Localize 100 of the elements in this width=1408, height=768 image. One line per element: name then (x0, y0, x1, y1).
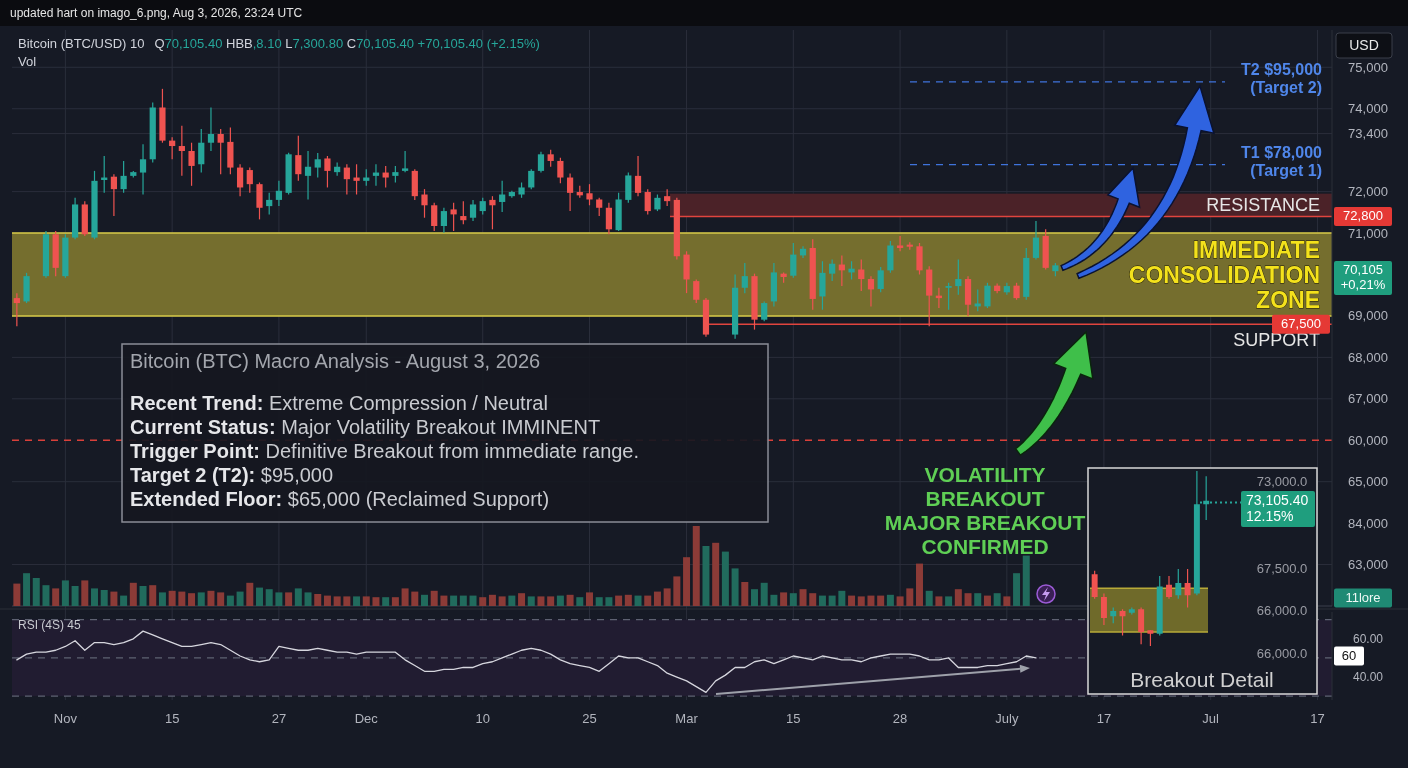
bar (129, 582, 137, 606)
candlestick (790, 242, 797, 279)
bar (149, 585, 157, 606)
bar (576, 597, 584, 606)
annotation: Current Status: Major Volatility Breakout IMMINENT (130, 416, 601, 438)
candlestick (1032, 220, 1040, 261)
x-tick-label: 28 (892, 711, 908, 726)
bar (857, 596, 865, 606)
bar (488, 594, 496, 606)
candlestick (955, 258, 962, 296)
y-tick-label: 60.00 (1352, 631, 1384, 646)
candlestick (557, 157, 564, 184)
candlestick (353, 163, 360, 196)
candlestick (324, 155, 331, 189)
y-tick-label: 63,000 (1348, 557, 1388, 573)
bar (741, 582, 749, 606)
x-tick-label: 27 (271, 711, 287, 726)
candlestick (207, 106, 215, 152)
bar (954, 589, 962, 606)
bar (285, 592, 293, 606)
bar (721, 551, 729, 606)
candlestick (469, 199, 477, 222)
y-tick-label: 72,000 (1348, 184, 1388, 200)
candlestick (867, 275, 875, 307)
annotation: 66,000.0 (1256, 645, 1308, 661)
candlestick (460, 200, 467, 225)
text: Bitcoin (BTC/USD) 10 (18, 36, 145, 51)
text: 60 (1341, 647, 1357, 663)
candlestick (236, 163, 244, 197)
bar (828, 595, 836, 606)
bar (158, 592, 166, 606)
bar (1013, 573, 1021, 606)
chart-title: Vol (18, 54, 37, 69)
text: 72,800 (1343, 207, 1383, 223)
ref-line-label: RESISTANCE (1206, 195, 1320, 216)
bar (362, 596, 370, 606)
x-tick-label: Jul (1202, 711, 1220, 726)
bar (537, 596, 545, 606)
bar (916, 563, 923, 606)
candlestick (343, 163, 350, 196)
candlestick (566, 172, 574, 212)
bar (246, 582, 254, 606)
candlestick (858, 258, 865, 292)
annotation: Recent Trend: Extreme Compression / Neutral (130, 392, 548, 414)
text: 84,000 (1348, 515, 1388, 531)
candlestick (120, 160, 127, 194)
candlestick (741, 262, 748, 294)
y-tick-label: 75,000 (1348, 59, 1388, 75)
x-tick-label: 15 (164, 711, 180, 726)
bar (624, 594, 632, 606)
candlestick (761, 300, 768, 322)
bar (848, 595, 856, 606)
candlestick (178, 125, 185, 177)
bar (935, 596, 943, 606)
bar (61, 580, 69, 606)
candlestick (275, 180, 283, 207)
y-tick-label: 40.00 (1352, 670, 1384, 685)
bar (653, 591, 661, 606)
bar (91, 588, 98, 606)
candlestick (1138, 606, 1145, 645)
y-tick-label: 67,000 (1348, 391, 1388, 407)
x-tick-label: Mar (675, 711, 699, 726)
bar (42, 585, 50, 606)
y-tick-label: 69,000 (1348, 308, 1388, 324)
bar (673, 576, 681, 606)
x-tick-label: 17 (1096, 711, 1112, 726)
candlestick (256, 181, 263, 220)
bar (508, 595, 516, 606)
candlestick (596, 197, 603, 217)
bar (644, 595, 652, 606)
annotation: 73,105.40 12.15% (1246, 492, 1309, 524)
candlestick (110, 173, 118, 217)
bar (256, 587, 263, 606)
bar (595, 597, 603, 606)
bar (120, 595, 128, 606)
annotation: Trigger Point: Definitive Breakout from immediate range. (130, 440, 640, 462)
candlestick (605, 202, 613, 235)
bar (226, 595, 234, 606)
candlestick (537, 151, 545, 174)
bar (450, 595, 458, 606)
candlestick (984, 282, 991, 309)
bar (780, 592, 788, 606)
x-tick-label: 17 (1310, 711, 1325, 726)
candlestick (431, 202, 438, 232)
bar (188, 593, 196, 606)
ref-line-label: T1 $78,000 (Target 1) (1241, 143, 1323, 179)
y-tick-label: 71,000 (1348, 225, 1388, 241)
bar (178, 591, 186, 606)
bar (421, 594, 428, 606)
annotation: 67,500.0 (1256, 560, 1308, 576)
bar (13, 583, 21, 606)
bar (518, 593, 526, 606)
candlestick (295, 135, 302, 182)
bar (731, 568, 739, 606)
bar (314, 594, 322, 606)
candlestick (848, 260, 855, 281)
bar (634, 595, 642, 606)
candlestick (829, 258, 836, 282)
candlestick (1175, 568, 1182, 600)
candlestick (266, 192, 273, 215)
